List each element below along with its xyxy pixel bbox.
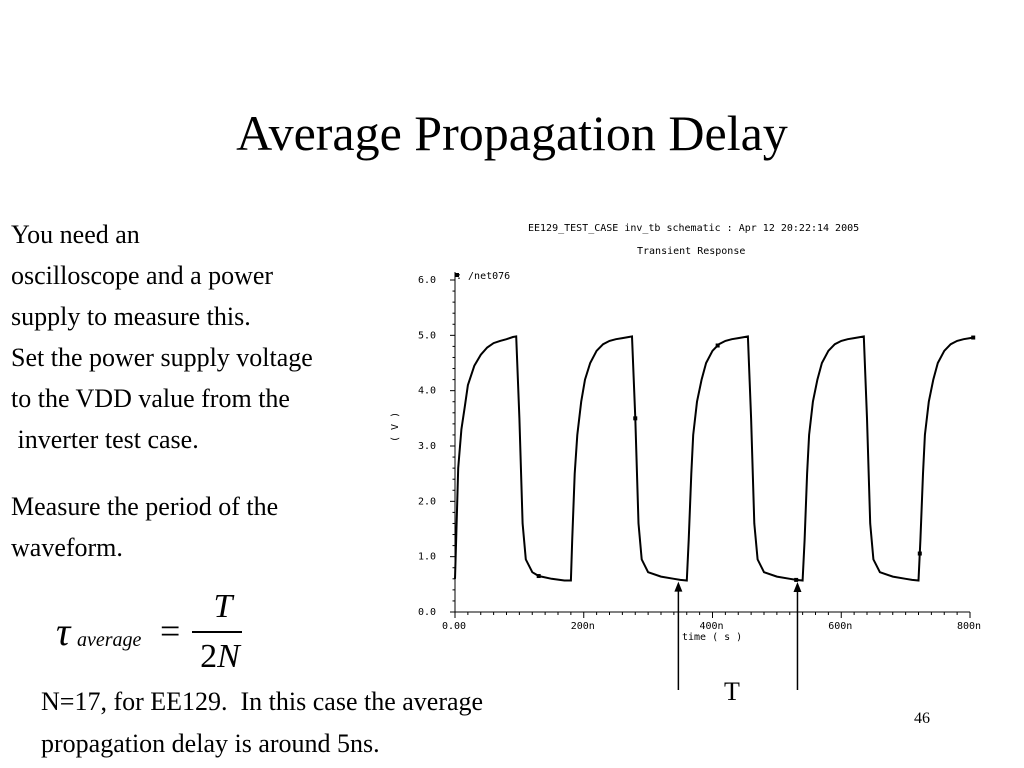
x-tick-label: 0.00 bbox=[442, 621, 466, 632]
period-arrow-head bbox=[674, 581, 683, 592]
y-axis-label: ( V ) bbox=[390, 412, 401, 442]
trace-marker bbox=[633, 416, 638, 421]
trace-marker bbox=[536, 574, 541, 579]
legend-label: : /net076 bbox=[456, 271, 510, 282]
y-tick-label: 0.0 bbox=[418, 607, 436, 618]
conclusion-line: N=17, for EE129. In this case the averag… bbox=[41, 687, 484, 716]
x-tick-label: 800n bbox=[957, 621, 981, 632]
trace-marker bbox=[794, 577, 799, 582]
tau-symbol: τ bbox=[56, 609, 71, 654]
equals-sign: = bbox=[160, 611, 181, 651]
instructions-line: oscilloscope and a power bbox=[11, 261, 274, 290]
legend-marker bbox=[455, 273, 459, 277]
y-tick-label: 2.0 bbox=[418, 496, 436, 507]
fraction-bar bbox=[192, 631, 242, 633]
measure-line: waveform. bbox=[11, 533, 123, 562]
instructions-paragraph: You need an oscilloscope and a power sup… bbox=[11, 214, 313, 460]
formula-numerator: T bbox=[213, 588, 233, 625]
slide-title: Average Propagation Delay bbox=[236, 105, 788, 161]
y-tick-label: 1.0 bbox=[418, 552, 436, 563]
x-axis-label: time ( s ) bbox=[682, 632, 742, 643]
chart-title: Transient Response bbox=[637, 246, 745, 257]
denominator-coefficient: 2 bbox=[200, 638, 218, 675]
chart-header: EE129_TEST_CASE inv_tb schematic : Apr 1… bbox=[528, 223, 859, 234]
x-tick-label: 400n bbox=[700, 621, 724, 632]
average-delay-formula: τ average = T 2N bbox=[56, 588, 256, 678]
formula-denominator: 2N bbox=[192, 638, 248, 676]
tau-subscript: average bbox=[77, 629, 142, 651]
y-tick-label: 6.0 bbox=[418, 275, 436, 286]
trace-marker bbox=[971, 335, 976, 340]
trace-marker bbox=[715, 343, 720, 348]
page-number: 46 bbox=[914, 710, 930, 727]
trace-marker bbox=[917, 551, 922, 556]
x-tick-label: 200n bbox=[571, 621, 595, 632]
instructions-line: You need an bbox=[11, 220, 140, 249]
period-arrow-head bbox=[793, 582, 802, 593]
conclusion-line: propagation delay is around 5ns. bbox=[41, 729, 380, 758]
y-tick-label: 4.0 bbox=[418, 386, 436, 397]
instructions-line: inverter test case. bbox=[11, 425, 199, 454]
measure-paragraph: Measure the period of the waveform. bbox=[11, 486, 278, 568]
denominator-variable: N bbox=[217, 638, 240, 675]
y-tick-label: 3.0 bbox=[418, 441, 436, 452]
instructions-line: supply to measure this. bbox=[11, 302, 251, 331]
x-tick-label: 600n bbox=[828, 621, 852, 632]
instructions-line: to the VDD value from the bbox=[11, 384, 290, 413]
y-tick-label: 5.0 bbox=[418, 330, 436, 341]
instructions-line: Set the power supply voltage bbox=[11, 343, 313, 372]
waveform-series-line bbox=[454, 335, 974, 582]
period-label: T bbox=[724, 677, 740, 706]
measure-line: Measure the period of the bbox=[11, 492, 279, 521]
conclusion-paragraph: N=17, for EE129. In this case the averag… bbox=[41, 681, 483, 765]
